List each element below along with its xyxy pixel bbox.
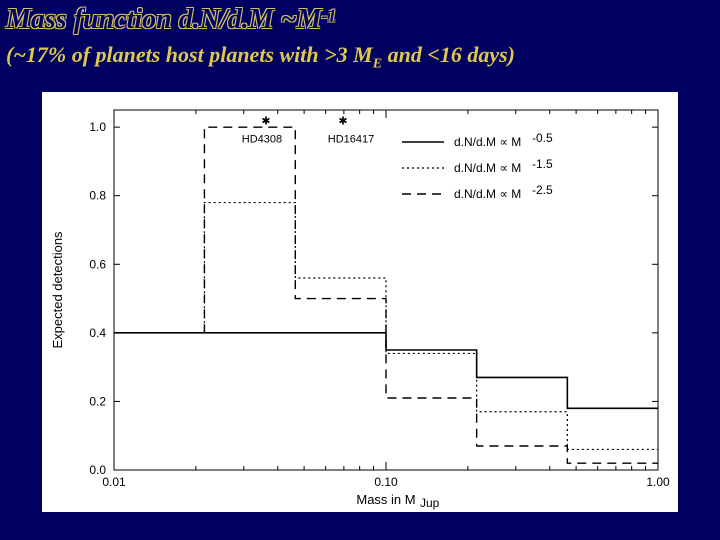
svg-text:-1.5: -1.5 xyxy=(532,157,553,171)
svg-text:0.10: 0.10 xyxy=(374,475,398,489)
svg-text:✱: ✱ xyxy=(261,115,270,127)
slide-subtitle: (~17% of planets host planets with >3 ME… xyxy=(6,42,515,72)
svg-text:-0.5: -0.5 xyxy=(532,131,553,145)
svg-text:0.6: 0.6 xyxy=(89,257,106,271)
svg-text:1.00: 1.00 xyxy=(646,475,670,489)
subtitle-pre: (~17% of planets host planets with >3 M xyxy=(6,42,373,67)
svg-text:Expected detections: Expected detections xyxy=(50,231,65,349)
svg-text:d.N/d.M ∝ M: d.N/d.M ∝ M xyxy=(454,135,521,149)
subtitle-post: and <16 days) xyxy=(382,42,515,67)
svg-text:✱: ✱ xyxy=(338,115,347,127)
chart-svg: 0.00.20.40.60.81.00.010.101.00Mass in MJ… xyxy=(42,92,678,512)
svg-text:d.N/d.M ∝ M: d.N/d.M ∝ M xyxy=(454,161,521,175)
svg-text:0.2: 0.2 xyxy=(89,394,106,408)
svg-text:HD16417: HD16417 xyxy=(328,133,374,145)
svg-text:Jup: Jup xyxy=(420,496,440,510)
title-text: Mass function d.N/d.M ~M xyxy=(6,4,321,35)
svg-text:-2.5: -2.5 xyxy=(532,183,553,197)
slide: Mass function d.N/d.M ~M-1 (~17% of plan… xyxy=(0,0,720,540)
svg-text:0.8: 0.8 xyxy=(89,189,106,203)
svg-text:0.01: 0.01 xyxy=(102,475,126,489)
svg-text:HD4308: HD4308 xyxy=(242,133,282,145)
title-exponent: -1 xyxy=(321,6,336,26)
subtitle-sub: E xyxy=(373,56,382,71)
slide-title: Mass function d.N/d.M ~M-1 xyxy=(6,4,336,36)
svg-text:Mass in M: Mass in M xyxy=(356,492,415,507)
chart-container: 0.00.20.40.60.81.00.010.101.00Mass in MJ… xyxy=(42,92,678,512)
svg-text:0.4: 0.4 xyxy=(89,326,106,340)
svg-text:1.0: 1.0 xyxy=(89,120,106,134)
svg-text:d.N/d.M ∝ M: d.N/d.M ∝ M xyxy=(454,187,521,201)
